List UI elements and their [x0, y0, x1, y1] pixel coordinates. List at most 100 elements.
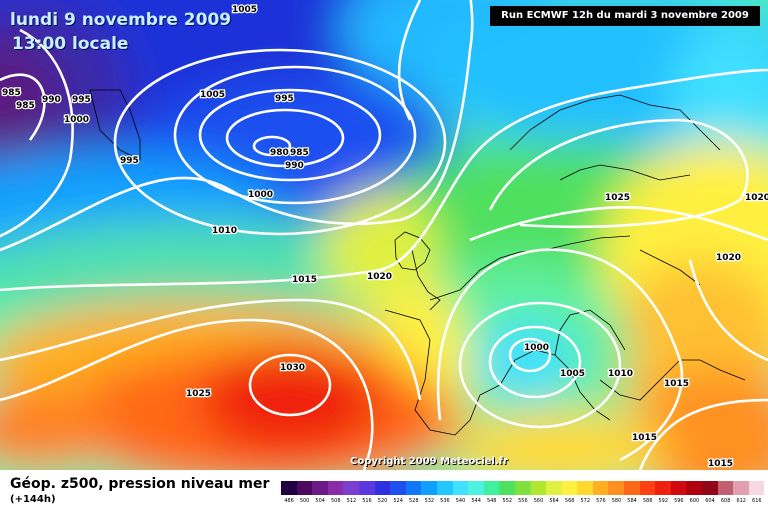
isobar-label: 1015: [664, 379, 689, 389]
scale-swatch: 600: [686, 481, 703, 504]
scale-label: 552: [502, 498, 513, 504]
scale-swatch: 576: [592, 481, 609, 504]
scale-label: 544: [471, 498, 481, 504]
scale-swatch: 532: [421, 481, 437, 504]
scale-swatch: 544: [468, 481, 484, 504]
scale-label: 500: [299, 498, 310, 504]
scale-swatch: 500: [296, 481, 313, 504]
scale-label: 592: [658, 498, 669, 504]
isobar-label: 1015: [708, 459, 733, 469]
scale-label: 580: [611, 498, 622, 504]
isobar-label: 985: [290, 148, 309, 158]
scale-swatch: 584: [624, 481, 640, 504]
isobar-label: 985: [16, 101, 35, 111]
isobar-label: 995: [72, 95, 91, 105]
isobar-label: 1010: [212, 226, 237, 236]
scale-swatch: 552: [499, 481, 515, 504]
isobars: [0, 0, 768, 470]
scale-label: 572: [580, 498, 591, 504]
scale-swatch: 512: [343, 481, 359, 504]
isobar-label: 1015: [632, 433, 657, 443]
isobar-label: 1020: [716, 253, 741, 263]
scale-label: 584: [627, 498, 637, 504]
scale-swatch: 524: [390, 481, 406, 504]
isobar-labels: 1005 985 985 990 995 1000 1005 995 980 9…: [1, 4, 768, 470]
scale-swatch: 536: [436, 481, 453, 504]
scale-label: 504: [315, 498, 325, 504]
scale-swatch: 560: [530, 481, 547, 504]
scale-label: 528: [408, 498, 419, 504]
scale-swatch: 612: [733, 481, 749, 504]
scale-label: 616: [752, 498, 762, 504]
scale-swatch: 504: [312, 481, 328, 504]
isobar-label: 1020: [367, 272, 392, 282]
scale-swatch: 572: [577, 481, 593, 504]
isobar-label: 1000: [248, 190, 273, 200]
isobar-label: 1000: [524, 343, 549, 353]
geopotential-field: [0, 0, 768, 470]
isobar-label: 1010: [608, 369, 633, 379]
scale-label: 600: [689, 498, 700, 504]
isobar-label: 1005: [200, 90, 225, 100]
legend-title: Géop. z500, pression niveau mer: [10, 476, 270, 492]
scale-label: 608: [720, 498, 731, 504]
scale-label: 564: [549, 498, 559, 504]
scale-swatch: 604: [702, 481, 718, 504]
isobar-label: 1015: [292, 275, 317, 285]
scale-swatch: 540: [452, 481, 469, 504]
model-run-label: Run ECMWF 12h du mardi 3 novembre 2009: [490, 6, 760, 26]
map-canvas: 1005 985 985 990 995 1000 1005 995 980 9…: [0, 0, 768, 470]
isobar-label: 1005: [232, 5, 257, 15]
scale-label: 596: [674, 498, 684, 504]
scale-swatch: 588: [639, 481, 656, 504]
legend-footer: Géop. z500, pression niveau mer (+144h) …: [0, 470, 768, 512]
isobar-label: 1025: [605, 193, 630, 203]
coastlines: [89, 89, 746, 436]
scale-label: 568: [564, 498, 575, 504]
scale-label: 520: [377, 498, 388, 504]
scale-label: 548: [486, 498, 497, 504]
scale-label: 604: [705, 498, 715, 504]
isobar-label: 1000: [64, 115, 89, 125]
isobar-label: 1020: [745, 193, 768, 203]
isobar-label: 995: [275, 94, 294, 104]
isobar-label: 985: [2, 88, 21, 98]
scale-label: 532: [424, 498, 435, 504]
copyright-text: Copyright 2009 Meteociel.fr: [350, 456, 508, 467]
scale-label: 486: [284, 498, 294, 504]
isobar-label: 995: [120, 156, 139, 166]
isobar-label: 990: [42, 95, 61, 105]
map-date-title: lundi 9 novembre 2009: [10, 10, 232, 30]
scale-swatch: 486: [281, 481, 297, 504]
scale-label: 512: [346, 498, 357, 504]
legend-subtitle: (+144h): [10, 494, 56, 505]
scale-label: 588: [642, 498, 653, 504]
isobar-label: 980: [270, 148, 289, 158]
scale-label: 524: [393, 498, 403, 504]
scale-swatch: 516: [358, 481, 375, 504]
scale-swatch: 580: [608, 481, 625, 504]
map-time-title: 13:00 locale: [12, 34, 129, 54]
scale-label: 516: [362, 498, 372, 504]
scale-swatch: 564: [546, 481, 562, 504]
scale-swatch: 528: [405, 481, 422, 504]
scale-label: 540: [455, 498, 466, 504]
scale-label: 560: [533, 498, 544, 504]
scale-swatch: 608: [717, 481, 734, 504]
scale-label: 536: [440, 498, 450, 504]
scale-label: 612: [736, 498, 746, 504]
scale-swatch: 592: [655, 481, 671, 504]
scale-swatch: 616: [748, 481, 765, 504]
isobar-label: 1025: [186, 389, 211, 399]
scale-swatch: 596: [670, 481, 687, 504]
scale-swatch: 548: [483, 481, 500, 504]
scale-swatch: 556: [514, 481, 531, 504]
isobar-label: 1005: [560, 369, 585, 379]
color-scale: 486 500 504 508 512 516 520 524 528 532 536 540 544 5…: [281, 481, 765, 504]
isobar-label: 1030: [280, 363, 305, 373]
scale-swatch: 568: [561, 481, 578, 504]
weather-map: 1005 985 985 990 995 1000 1005 995 980 9…: [0, 0, 768, 470]
scale-swatch: 520: [374, 481, 391, 504]
scale-label: 576: [596, 498, 606, 504]
scale-label: 556: [518, 498, 528, 504]
